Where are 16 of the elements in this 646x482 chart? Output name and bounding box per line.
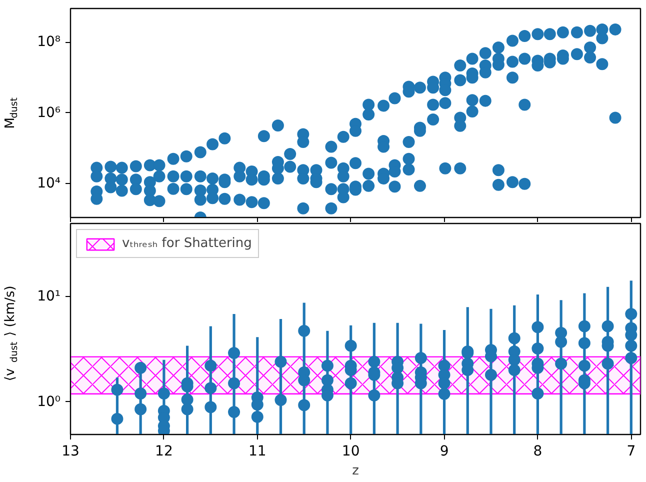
x-tick-label: 13 — [62, 444, 80, 460]
x-tick-label: 7 — [626, 444, 636, 460]
y-tick-label: 10⁸ — [37, 34, 61, 50]
x-axis-title: z — [352, 464, 360, 478]
y-tick-label: 10⁶ — [37, 104, 61, 121]
x-tick-label: 10 — [342, 444, 360, 460]
x-tick-label: 12 — [155, 444, 173, 460]
y-tick-label: 10⁰ — [37, 394, 61, 410]
legend-label: vₜₕᵣₑₛₕ for Shattering — [122, 236, 252, 251]
y-tick-label: 10¹ — [37, 288, 61, 304]
y-tick-label: 10⁴ — [37, 176, 61, 192]
y-axis-title: ⟨vdust⟩ (km/s) — [3, 286, 20, 382]
x-tick-label: 8 — [533, 444, 542, 460]
x-tick-label: 9 — [440, 444, 449, 460]
y-axis-title: Mdust — [3, 97, 20, 129]
x-tick-label: 11 — [248, 444, 266, 460]
